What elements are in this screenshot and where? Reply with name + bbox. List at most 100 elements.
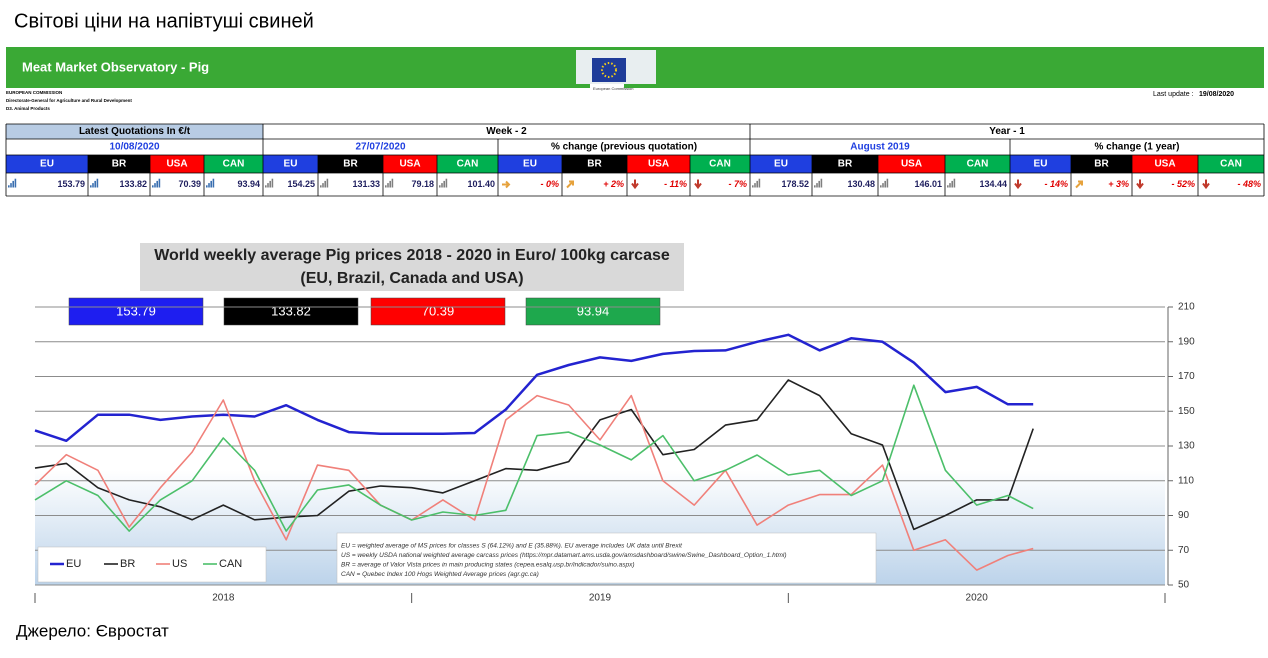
bar-icon <box>265 185 267 188</box>
bar-icon <box>12 180 14 188</box>
bar-icon <box>387 183 389 188</box>
bar-icon <box>385 185 387 188</box>
bar-icon <box>10 183 12 188</box>
section-label: 27/07/2020 <box>355 142 405 153</box>
country-label: CAN <box>709 159 731 170</box>
legend-box <box>37 546 267 583</box>
eu-logo <box>576 50 656 96</box>
x-tick-label: 2018 <box>212 593 235 604</box>
bar-icon <box>389 180 391 188</box>
quote-value: 93.94 <box>237 179 260 189</box>
country-label: BR <box>587 159 602 170</box>
country-label: EU <box>523 159 537 170</box>
bar-icon <box>391 178 394 188</box>
header-bg <box>6 124 263 139</box>
pct-change: - 11% <box>664 179 687 189</box>
country-cell <box>1132 155 1198 173</box>
bar-icon <box>158 178 161 188</box>
quote-value: 178.52 <box>781 179 809 189</box>
quote-value: 153.79 <box>57 179 85 189</box>
country-label: CAN <box>1220 159 1242 170</box>
title-box <box>140 243 684 291</box>
legend-label: EU <box>66 558 81 570</box>
country-label: CAN <box>967 159 989 170</box>
org-line: D3. Animal Products <box>6 106 50 111</box>
pct-change: - 52% <box>1171 179 1195 189</box>
header-group: Year - 1 <box>989 126 1025 137</box>
bar-icon <box>94 180 96 188</box>
bar-icon <box>880 185 882 188</box>
quote-value: 101.40 <box>467 179 495 189</box>
quote-value: 146.01 <box>914 179 942 189</box>
country-cell <box>498 155 562 173</box>
country-cell <box>318 155 383 173</box>
country-label: USA <box>648 159 669 170</box>
bar-icon <box>754 183 756 188</box>
series-line <box>34 333 1034 443</box>
pct-change: - 0% <box>540 179 559 189</box>
bar-icon <box>326 178 329 188</box>
bar-icon <box>154 183 156 188</box>
country-label: USA <box>1154 159 1175 170</box>
section-label: 10/08/2020 <box>109 142 159 153</box>
y-tick-label: 170 <box>1178 371 1195 382</box>
bar-icon <box>14 178 17 188</box>
y-tick-label: 130 <box>1178 441 1195 452</box>
trend-icon <box>1202 179 1210 190</box>
bar-icon <box>210 180 212 188</box>
notes-box <box>336 532 877 584</box>
section-label: % change (1 year) <box>1094 142 1179 153</box>
bar-icon <box>322 183 324 188</box>
bar-icon <box>884 180 886 188</box>
bar-icon <box>212 178 215 188</box>
bar-icon <box>90 185 92 188</box>
country-cell <box>750 155 812 173</box>
trend-icon <box>1014 179 1022 190</box>
pct-change: - 48% <box>1237 179 1261 189</box>
country-cell <box>1198 155 1264 173</box>
bar-icon <box>267 183 269 188</box>
country-cell <box>812 155 878 173</box>
series-line <box>34 394 1034 571</box>
org-line: Directorate-General for Agriculture and … <box>6 98 132 103</box>
bar-icon <box>816 183 818 188</box>
series-line <box>34 384 1034 532</box>
country-label: CAN <box>457 159 479 170</box>
chart-subtitle: (EU, Brazil, Canada and USA) <box>300 270 523 287</box>
source: Джерело: Євростат <box>16 621 169 640</box>
legend-label: BR <box>120 558 135 570</box>
banner-title: Meat Market Observatory - Pig <box>22 59 209 74</box>
trend-icon <box>631 179 639 190</box>
y-tick-label: 50 <box>1178 580 1190 591</box>
latest-value: 153.79 <box>116 303 156 318</box>
quote-value: 131.33 <box>352 179 380 189</box>
bar-icon <box>439 185 441 188</box>
country-label: BR <box>1094 159 1109 170</box>
note-line: US = weekly USDA national weighted avera… <box>341 552 787 559</box>
bar-icon <box>758 178 761 188</box>
bar-icon <box>320 185 322 188</box>
bar-icon <box>8 185 10 188</box>
latest-box <box>68 297 204 326</box>
pct-change: + 2% <box>603 179 624 189</box>
bar-icon <box>953 178 956 188</box>
org-line: EUROPEAN COMMISSION <box>6 90 62 95</box>
last-update-label: Last update : <box>1153 91 1194 98</box>
bar-icon <box>756 180 758 188</box>
country-cell <box>204 155 263 173</box>
country-cell <box>878 155 945 173</box>
country-cell <box>263 155 318 173</box>
quote-value: 154.25 <box>287 179 315 189</box>
country-label: EU <box>774 159 788 170</box>
bar-icon <box>445 178 448 188</box>
country-label: BR <box>112 159 127 170</box>
header-group: Week - 2 <box>486 126 527 137</box>
bar-icon <box>271 178 274 188</box>
y-tick-label: 210 <box>1178 302 1195 313</box>
quote-value: 70.39 <box>178 179 201 189</box>
trend-icon <box>694 179 702 190</box>
latest-value: 70.39 <box>422 303 455 318</box>
bar-icon <box>886 178 889 188</box>
bar-icon <box>441 183 443 188</box>
